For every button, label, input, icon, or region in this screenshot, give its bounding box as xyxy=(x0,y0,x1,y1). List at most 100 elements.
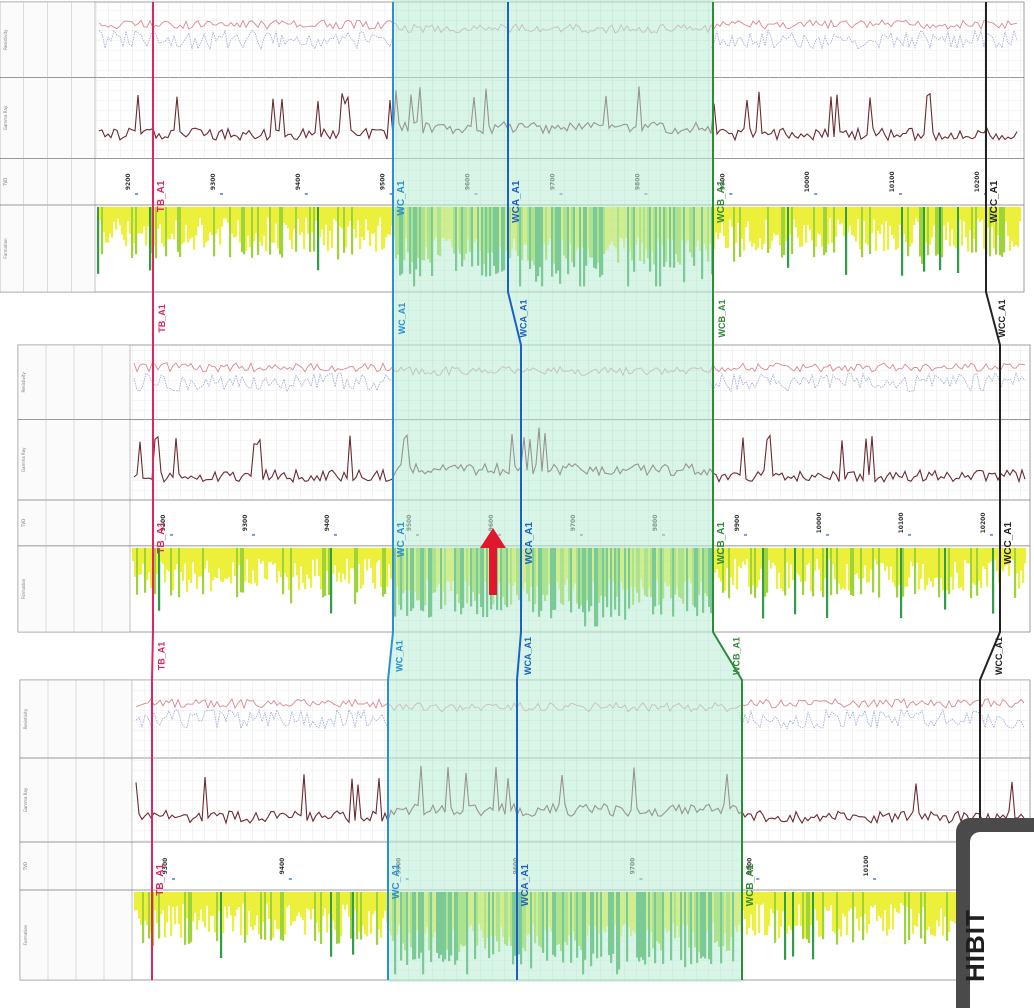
formation-bar xyxy=(916,547,919,564)
formation-bar xyxy=(892,892,895,930)
tvd-tick-label: 9200 xyxy=(125,173,132,190)
formation-bar xyxy=(826,547,829,618)
formation-bar xyxy=(382,547,385,597)
formation-bar xyxy=(366,547,369,571)
formation-bar xyxy=(816,547,819,559)
formation-bar xyxy=(138,547,141,575)
formation-bar xyxy=(965,207,968,238)
formation-bar xyxy=(248,547,251,584)
formation-bar xyxy=(938,547,941,598)
formation-bar xyxy=(211,207,214,235)
formation-bar xyxy=(338,547,341,573)
formation-bar xyxy=(242,547,245,593)
formation-bar xyxy=(361,207,364,237)
formation-bar xyxy=(297,207,300,219)
formation-bar xyxy=(738,547,741,567)
formation-bar xyxy=(824,547,827,579)
formation-bar xyxy=(982,547,985,567)
formation-bar xyxy=(168,892,171,906)
formation-bar xyxy=(873,207,876,220)
formation-bar xyxy=(196,547,199,589)
formation-bar xyxy=(989,207,992,257)
formation-bar xyxy=(384,547,387,595)
formation-bar xyxy=(193,207,196,250)
top-label-wc-a1: WC_A1 xyxy=(396,180,407,215)
formation-bar xyxy=(811,207,814,241)
formation-bar xyxy=(388,547,391,564)
formation-bar xyxy=(322,892,325,917)
formation-bar xyxy=(224,547,227,579)
correlation-line-wcb-a1 xyxy=(712,2,743,980)
formation-bar xyxy=(153,207,156,246)
formation-bar xyxy=(884,547,887,572)
formation-bar xyxy=(318,892,321,933)
formation-bar xyxy=(141,207,144,234)
formation-bar xyxy=(312,892,315,910)
formation-bar xyxy=(762,547,765,619)
track-header-label: Gamma Ray xyxy=(23,787,28,812)
formation-bar xyxy=(1011,207,1014,242)
formation-bar xyxy=(716,547,719,570)
formation-bar xyxy=(1000,547,1003,570)
formation-bar xyxy=(390,547,393,579)
formation-bar xyxy=(818,892,821,937)
formation-bar xyxy=(330,547,333,614)
formation-bar xyxy=(256,547,259,586)
formation-bar xyxy=(917,207,920,222)
formation-bar xyxy=(250,892,253,927)
formation-bar xyxy=(202,547,205,595)
formation-bar xyxy=(725,207,728,248)
formation-bar xyxy=(182,892,185,905)
tvd-marker xyxy=(756,878,760,880)
formation-bar xyxy=(772,892,775,914)
formation-bar xyxy=(901,207,904,276)
formation-bar xyxy=(967,207,970,252)
formation-bar xyxy=(324,547,327,596)
formation-bar xyxy=(312,547,315,560)
formation-bar xyxy=(216,892,219,942)
formation-bar xyxy=(794,892,797,927)
formation-bar xyxy=(996,547,999,572)
formation-bar xyxy=(925,207,928,243)
formation-bar xyxy=(291,207,294,250)
tvd-tick-label: 10100 xyxy=(889,171,896,192)
formation-bar xyxy=(363,207,366,241)
track-header-label: Formation xyxy=(3,238,8,259)
top-label-wca-a1: WCA_A1 xyxy=(524,522,535,565)
formation-bar xyxy=(352,892,355,955)
formation-bar xyxy=(846,547,849,565)
formation-bar xyxy=(318,547,321,576)
formation-bar xyxy=(858,892,861,931)
formation-bar xyxy=(865,207,868,244)
formation-bar xyxy=(294,892,297,921)
formation-bar xyxy=(999,207,1002,256)
formation-bar xyxy=(751,207,754,247)
formation-bar xyxy=(912,892,915,934)
formation-bar xyxy=(932,892,935,936)
formation-bar xyxy=(771,207,774,241)
formation-bar xyxy=(324,892,327,909)
formation-bar xyxy=(872,892,875,908)
formation-bar xyxy=(863,207,866,222)
formation-bar xyxy=(871,207,874,233)
formation-bar xyxy=(855,207,858,242)
formation-bar xyxy=(904,892,907,945)
formation-bar xyxy=(284,892,287,935)
formation-bar xyxy=(875,207,878,251)
formation-bar xyxy=(948,892,951,933)
formation-bar xyxy=(736,547,739,590)
formation-bar xyxy=(735,207,738,243)
formation-bar xyxy=(852,547,855,597)
formation-bar xyxy=(948,547,951,595)
formation-bar xyxy=(220,547,223,582)
formation-bar xyxy=(209,207,212,232)
formation-bar xyxy=(805,207,808,243)
formation-bar xyxy=(748,547,751,587)
formation-bar xyxy=(820,547,823,592)
formation-bar xyxy=(986,547,989,587)
track-header-label: Formation xyxy=(23,924,28,945)
formation-bar xyxy=(741,207,744,239)
formation-bar xyxy=(296,892,299,916)
formation-bar xyxy=(343,207,346,253)
formation-bar xyxy=(774,547,777,566)
